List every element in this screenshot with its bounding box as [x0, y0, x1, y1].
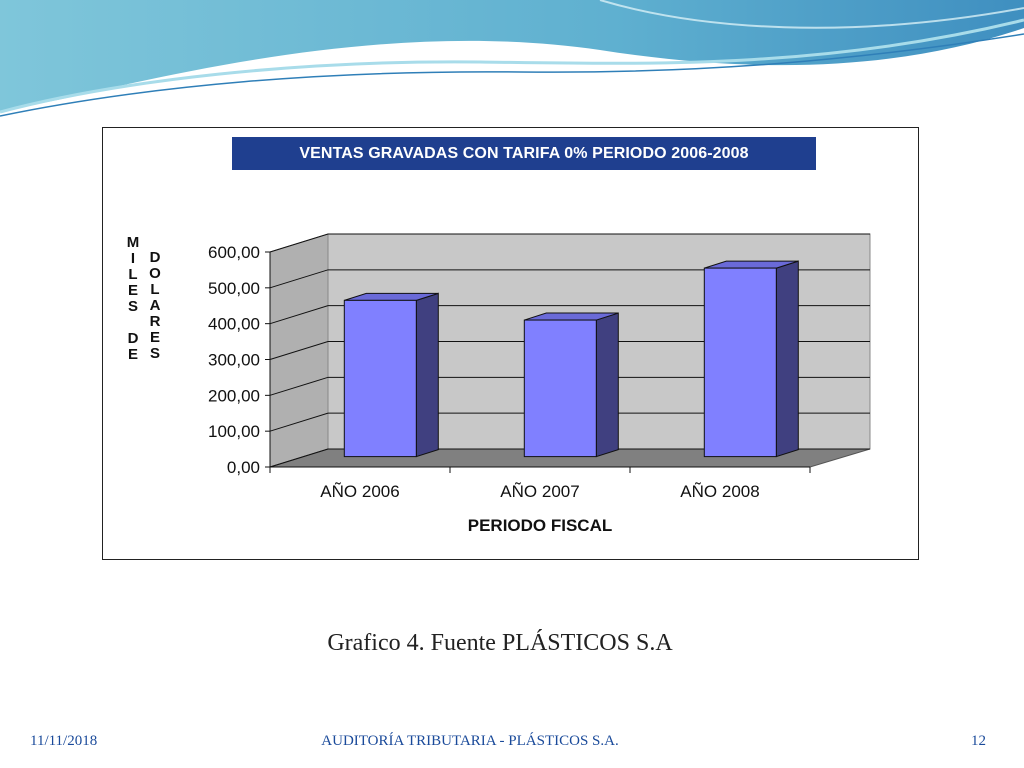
- bar-2: [523, 312, 619, 458]
- y-axis-label-letter: D: [149, 249, 161, 266]
- y-axis-label-letter: S: [127, 298, 138, 315]
- gridline: [269, 305, 870, 325]
- x-tick-label: AÑO 2007: [500, 482, 579, 501]
- gridline: [269, 448, 870, 468]
- bar-side: [775, 260, 799, 458]
- y-axis-label-letter: S: [149, 345, 160, 362]
- x-axis-label: PERIODO FISCAL: [468, 516, 613, 535]
- y-tick-label: 400,00: [208, 315, 260, 334]
- y-tick-label: 0,00: [227, 458, 260, 477]
- y-tick-label: 500,00: [208, 279, 260, 298]
- caption-text: Grafico 4. Fuente PLÁSTICOS S.A: [327, 630, 673, 656]
- x-tick-label: AÑO 2006: [320, 482, 399, 501]
- x-tick-label: AÑO 2008: [680, 482, 759, 501]
- y-axis-label-letter: R: [149, 313, 161, 330]
- gridline: [269, 233, 870, 253]
- y-tick-label: 100,00: [208, 422, 260, 441]
- y-axis-label-letter: E: [127, 346, 138, 363]
- y-axis-label-letter: I: [130, 250, 136, 267]
- header-wave-decoration: [0, 0, 1024, 117]
- y-axis-label-letter: M: [126, 234, 140, 251]
- gridline: [269, 341, 870, 360]
- y-axis-label-letter: O: [149, 265, 161, 282]
- footer-title: AUDITORÍA TRIBUTARIA - PLÁSTICOS S.A.: [321, 733, 619, 749]
- gridline: [269, 376, 870, 396]
- y-axis-label-letter: L: [150, 281, 160, 298]
- chart-bars: [343, 260, 799, 458]
- bar-side: [595, 312, 619, 458]
- x-tick-labels: AÑO 2006 AÑO 2007 AÑO 2008: [320, 482, 759, 501]
- chart-title: VENTAS GRAVADAS CON TARIFA 0% PERIODO 20…: [232, 137, 816, 170]
- chart-gridlines: [269, 233, 870, 468]
- bar-side: [415, 292, 439, 458]
- bar-1: [343, 292, 439, 458]
- gridline: [269, 412, 870, 432]
- chart-axes: [265, 251, 811, 473]
- y-axis-label-letter: E: [149, 329, 160, 346]
- y-axis-label-letter: D: [127, 330, 139, 347]
- bar-3: [703, 260, 799, 458]
- y-axis-label-letter: A: [149, 297, 161, 314]
- y-tick-label: 200,00: [208, 386, 260, 405]
- y-axis-label-letter: L: [128, 266, 138, 283]
- y-axis-label-letter: E: [127, 282, 138, 299]
- y-tick-label: 300,00: [208, 351, 260, 370]
- bar-front: [523, 319, 597, 458]
- bar-front: [703, 267, 777, 458]
- y-tick-label: 600,00: [208, 243, 260, 262]
- y-axis-label-letter: [125, 315, 141, 331]
- y-tick-labels: 0,00 100,00 200,00 300,00 400,00 500,00 600,00: [208, 243, 260, 477]
- footer-date: 11/11/2018: [30, 733, 98, 749]
- bar-front: [343, 299, 417, 458]
- footer-page-number: 12: [971, 733, 986, 749]
- gridline: [269, 269, 870, 289]
- figure-caption: Grafico 4. Fuente PLÁSTICOS S.A: [0, 630, 1000, 657]
